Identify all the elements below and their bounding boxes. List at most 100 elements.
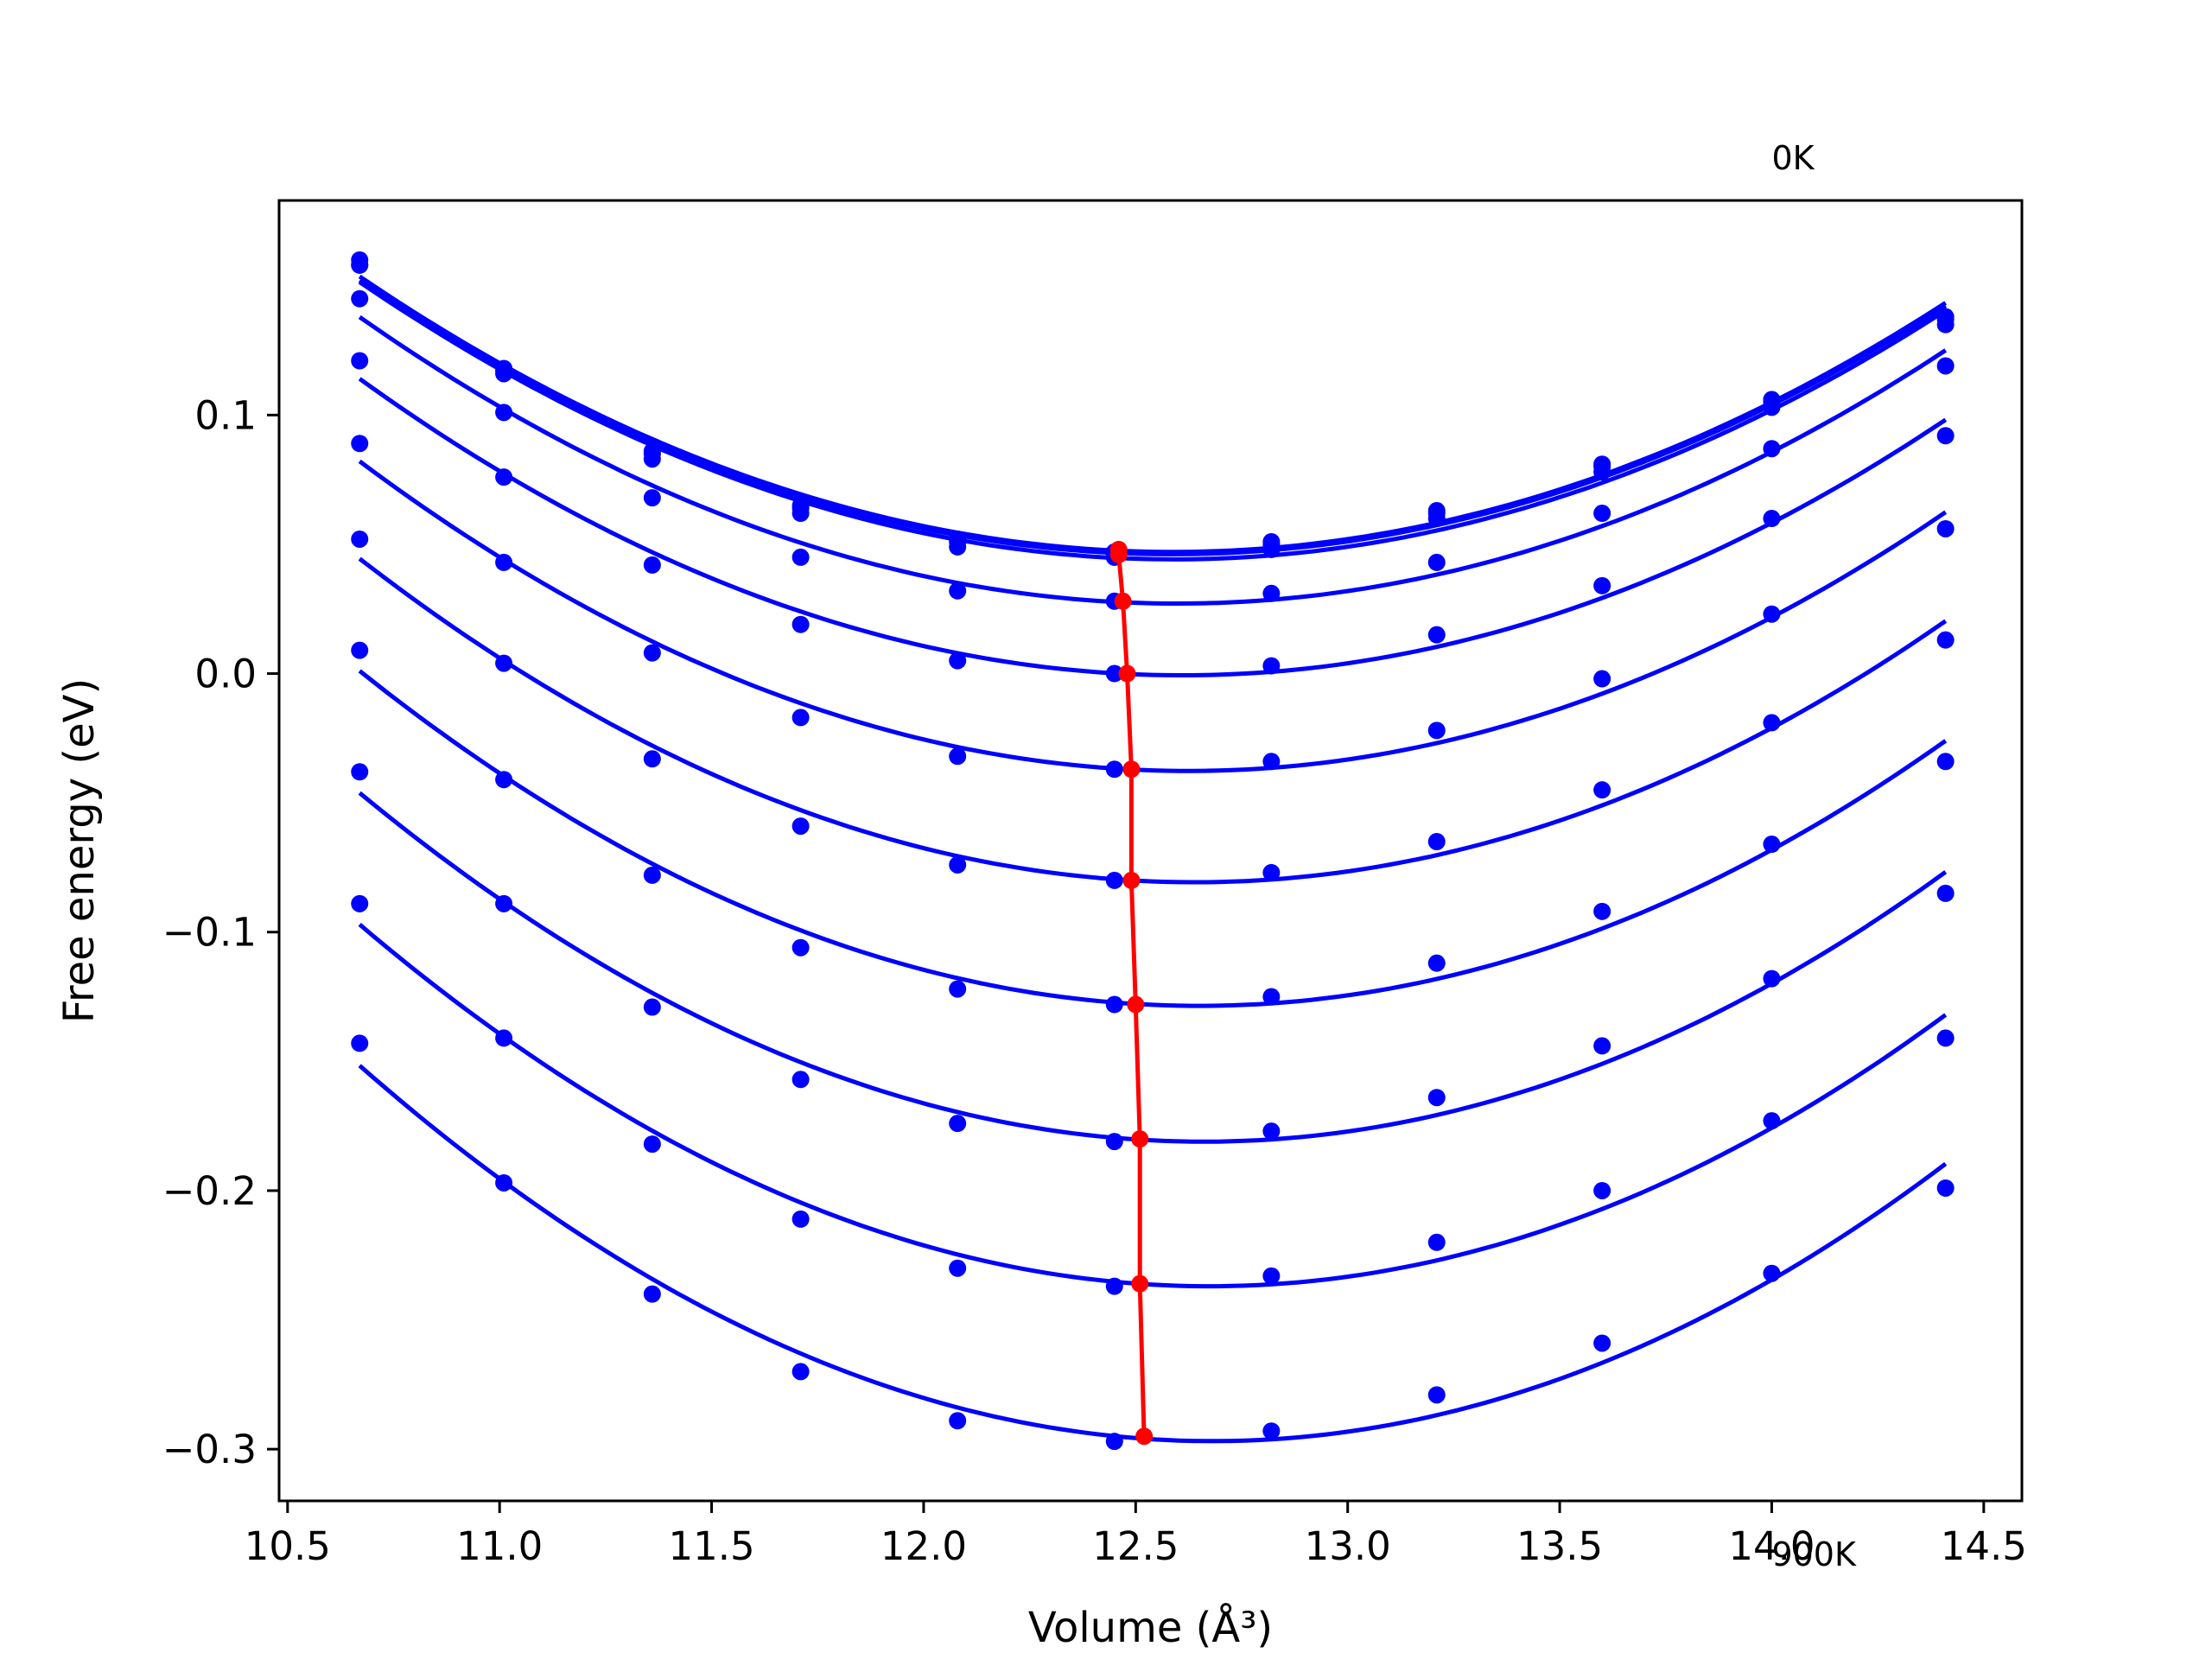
- x-tick-label: 12.0: [880, 1523, 967, 1569]
- data-point: [1936, 427, 1955, 445]
- data-point: [791, 1210, 810, 1228]
- x-tick-label: 11.5: [668, 1523, 754, 1569]
- minimum-line-layer: [1109, 540, 1154, 1446]
- annotation-label: 0K: [1771, 139, 1815, 177]
- data-point: [1427, 1233, 1446, 1251]
- data-point: [949, 652, 967, 670]
- data-point: [495, 365, 513, 383]
- data-point: [791, 817, 810, 836]
- data-point: [351, 894, 369, 912]
- data-point: [1763, 714, 1781, 732]
- data-point: [791, 709, 810, 727]
- data-point: [1593, 902, 1611, 920]
- data-point: [495, 1029, 513, 1047]
- data-point: [1105, 760, 1123, 779]
- data-point: [1427, 721, 1446, 740]
- data-point: [1427, 510, 1446, 528]
- annotation-label: 900K: [1771, 1535, 1857, 1573]
- data-point: [949, 980, 967, 998]
- y-tick-label: 0.0: [194, 652, 257, 697]
- annotations: 0K 900K: [1771, 139, 1857, 1573]
- data-point: [643, 450, 661, 468]
- data-point: [495, 1173, 513, 1192]
- data-point: [1262, 1267, 1281, 1285]
- x-tick-label: 10.5: [245, 1523, 331, 1569]
- minimum-point: [1122, 871, 1141, 889]
- data-point: [1427, 833, 1446, 851]
- data-point: [1763, 836, 1781, 854]
- x-axis-label: Volume (Å³): [1028, 1603, 1273, 1652]
- data-point: [1593, 505, 1611, 523]
- data-point: [495, 553, 513, 571]
- data-point: [1593, 1037, 1611, 1055]
- data-point: [1936, 631, 1955, 649]
- minimum-line: [1116, 549, 1147, 1437]
- data-point: [1105, 1277, 1123, 1295]
- points-layer: [351, 251, 1955, 1451]
- data-point: [351, 1034, 369, 1052]
- data-point: [643, 644, 661, 662]
- minimum-point: [1135, 1427, 1154, 1446]
- data-point: [1105, 664, 1123, 683]
- y-tick-label: −0.3: [162, 1427, 257, 1472]
- data-point: [351, 530, 369, 548]
- data-point: [949, 855, 967, 874]
- minimum-point: [1122, 760, 1141, 779]
- data-point: [1763, 969, 1781, 988]
- y-tick-label: −0.2: [162, 1168, 257, 1214]
- data-point: [1936, 884, 1955, 902]
- data-point: [351, 352, 369, 370]
- data-point: [949, 1115, 967, 1133]
- series-line: [358, 1064, 1948, 1444]
- series-line: [358, 556, 1948, 885]
- data-point: [791, 1071, 810, 1089]
- y-tick-label: 0.1: [194, 392, 257, 438]
- data-point: [1262, 1422, 1281, 1440]
- data-point: [351, 763, 369, 781]
- minimum-point: [1127, 995, 1145, 1014]
- curves-layer: [358, 274, 1948, 1444]
- data-point: [1593, 463, 1611, 481]
- data-point: [1593, 781, 1611, 799]
- y-tick-label: −0.1: [162, 910, 257, 956]
- data-point: [495, 654, 513, 672]
- data-point: [1936, 357, 1955, 375]
- minimum-point: [1118, 664, 1136, 683]
- data-point: [1593, 670, 1611, 688]
- data-point: [495, 468, 513, 486]
- data-point: [1936, 315, 1955, 334]
- data-point: [1763, 440, 1781, 458]
- data-point: [949, 747, 967, 766]
- series-line: [358, 315, 1948, 606]
- x-tick-label: 13.5: [1516, 1523, 1603, 1569]
- data-point: [949, 582, 967, 600]
- data-point: [1936, 1179, 1955, 1197]
- data-point: [1593, 576, 1611, 594]
- data-point: [643, 750, 661, 768]
- series-line: [358, 280, 1948, 562]
- y-ticks: 0.1 0.0 −0.1 −0.2 −0.3: [162, 392, 279, 1472]
- x-ticks: 10.5 11.0 11.5 12.0 12.5 13.0 13.5 14.0 14.5: [245, 1501, 2027, 1569]
- data-point: [495, 894, 513, 912]
- x-tick-label: 14.5: [1941, 1523, 2027, 1569]
- data-point: [1593, 1181, 1611, 1199]
- data-point: [351, 641, 369, 659]
- data-point: [1763, 1264, 1781, 1282]
- x-tick-label: 13.0: [1305, 1523, 1391, 1569]
- data-point: [1262, 584, 1281, 602]
- data-point: [949, 537, 967, 556]
- data-point: [1427, 954, 1446, 972]
- data-point: [1105, 1433, 1123, 1451]
- data-point: [643, 1285, 661, 1303]
- data-point: [1427, 1386, 1446, 1404]
- data-point: [643, 998, 661, 1016]
- data-point: [643, 489, 661, 507]
- data-point: [1427, 1089, 1446, 1107]
- data-point: [1105, 1133, 1123, 1151]
- data-point: [1262, 753, 1281, 771]
- data-point: [1427, 626, 1446, 644]
- series-line: [358, 922, 1948, 1289]
- data-point: [1763, 510, 1781, 528]
